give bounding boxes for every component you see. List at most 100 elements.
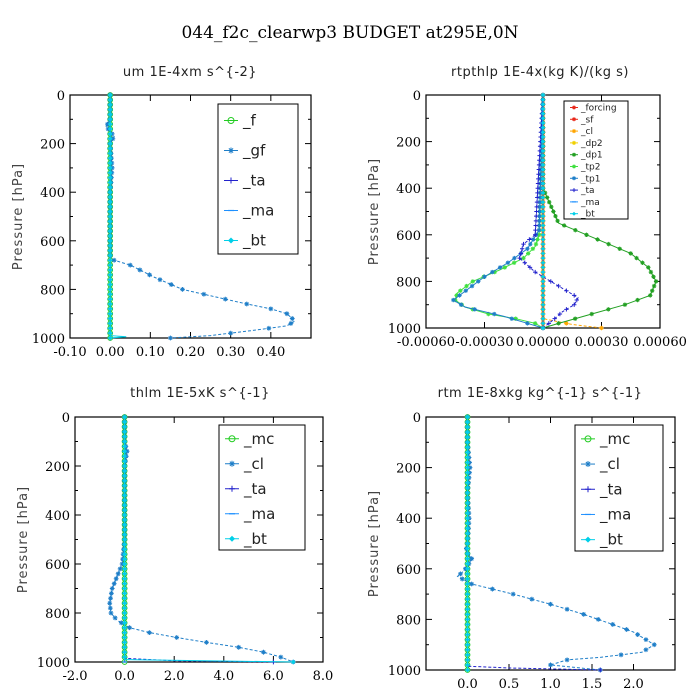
marker-p1-s6-22 bbox=[537, 195, 543, 200]
marker-p0-s1-36 bbox=[137, 267, 143, 273]
marker-p0-s4-42 bbox=[107, 296, 113, 302]
marker-p1-s6-38 bbox=[490, 269, 495, 275]
marker-p1-s9-21 bbox=[540, 190, 546, 196]
marker-p2-s1-33 bbox=[113, 576, 119, 582]
legend-label: _ma bbox=[580, 198, 600, 208]
panel-title: rtpthlp 1E-4x(kg K)/(kg s) bbox=[451, 65, 629, 80]
marker-p1-s9-26 bbox=[540, 213, 546, 219]
marker-p1-s7-42 bbox=[564, 288, 569, 293]
marker-p3-s4-40 bbox=[465, 617, 470, 622]
marker-p2-s4-34 bbox=[122, 581, 127, 586]
marker-p1-s9-47 bbox=[540, 311, 546, 317]
marker-p1-s9-18 bbox=[540, 176, 546, 182]
marker-p1-s6-28 bbox=[537, 223, 542, 228]
marker-p2-s4-43 bbox=[122, 625, 127, 631]
marker-p1-s5-47 bbox=[486, 311, 491, 317]
marker-p3-s4-19 bbox=[465, 510, 470, 516]
marker-p0-s4-9 bbox=[107, 136, 113, 142]
marker-p1-s7-26 bbox=[534, 213, 539, 219]
marker-p2-s4-4 bbox=[122, 434, 127, 439]
marker-p3-s4-49 bbox=[465, 662, 470, 668]
y-tick-label: 0 bbox=[413, 89, 421, 104]
marker-p1-s5-31 bbox=[535, 237, 540, 242]
marker-p3-s1-46 bbox=[643, 647, 649, 653]
legend-entry: _gf bbox=[224, 142, 266, 161]
marker-p1-sleg5-0 bbox=[572, 164, 576, 169]
legend-label: _dp2 bbox=[580, 139, 603, 149]
marker-p3-s4-16 bbox=[465, 495, 470, 501]
x-tick-label: 2.0 bbox=[164, 669, 185, 684]
marker-p1-s4-24 bbox=[549, 204, 554, 210]
y-tick-label: 200 bbox=[40, 138, 65, 153]
x-tick-label: -2.0 bbox=[62, 669, 87, 684]
legend-label: _ta bbox=[242, 172, 266, 191]
marker-p1-s6-36 bbox=[505, 260, 511, 265]
marker-p1-s4-35 bbox=[634, 255, 639, 261]
marker-p0-s4-26 bbox=[107, 218, 113, 224]
marker-p2-s4-26 bbox=[122, 542, 127, 547]
marker-p3-s4-48 bbox=[465, 657, 470, 663]
marker-p1-s9-48 bbox=[540, 316, 546, 321]
marker-p1-s2-49 bbox=[564, 321, 569, 326]
marker-p1-s6-25 bbox=[537, 209, 542, 214]
marker-p1-s4-36 bbox=[640, 260, 645, 265]
marker-p3-s4-21 bbox=[465, 520, 470, 526]
marker-p2-s4-13 bbox=[122, 478, 127, 484]
marker-p1-s4-45 bbox=[622, 302, 628, 307]
marker-p3-s4-34 bbox=[465, 586, 470, 592]
marker-p0-s1-34 bbox=[111, 257, 117, 263]
marker-p2-s1-32 bbox=[115, 571, 121, 577]
panel-2: rtpthlp 1E-4x(kg K)/(kg s) Pressure [hPa]… bbox=[367, 65, 687, 350]
x-tick-label: 1.0 bbox=[540, 677, 561, 692]
marker-p0-s4-3 bbox=[107, 107, 113, 112]
x-tick-label: -0.10 bbox=[53, 345, 86, 360]
marker-p2-s4-5 bbox=[122, 439, 127, 444]
marker-p1-s6-43 bbox=[457, 293, 462, 298]
marker-p1-s7-18 bbox=[536, 176, 541, 182]
marker-p1-s9-16 bbox=[540, 167, 546, 172]
marker-p3-s1-35 bbox=[510, 591, 516, 597]
marker-p2-s4-49 bbox=[122, 654, 127, 660]
marker-p1-s6-44 bbox=[451, 297, 456, 303]
marker-p3-s4-25 bbox=[465, 541, 470, 546]
marker-p2-s4-17 bbox=[122, 497, 127, 503]
marker-p1-s9-13 bbox=[540, 153, 546, 158]
marker-p2-s4-8 bbox=[122, 453, 127, 459]
marker-p3-s4-0 bbox=[465, 414, 470, 420]
x-tick-label: 0.40 bbox=[256, 345, 285, 360]
marker-p0-s4-49 bbox=[107, 330, 113, 336]
marker-p3-s1-42 bbox=[624, 627, 629, 632]
marker-p2-s4-2 bbox=[122, 424, 127, 430]
marker-p3-s4-2 bbox=[465, 424, 470, 430]
marker-p1-s7-29 bbox=[533, 227, 538, 233]
marker-p0-s1-44 bbox=[268, 306, 274, 312]
marker-p2-s1-40 bbox=[108, 610, 114, 616]
marker-p1-s9-31 bbox=[540, 237, 546, 242]
marker-p3-s4-12 bbox=[465, 475, 470, 481]
marker-p1-s4-29 bbox=[573, 227, 578, 233]
marker-p1-s2-50 bbox=[599, 325, 604, 331]
marker-p2-s1-39 bbox=[107, 605, 113, 611]
marker-p1-s7-41 bbox=[556, 283, 561, 289]
marker-p2-s4-32 bbox=[122, 571, 127, 577]
x-tick-label: 0.10 bbox=[136, 345, 165, 360]
marker-p2-s4-40 bbox=[122, 610, 127, 616]
marker-p1-s7-28 bbox=[533, 223, 538, 228]
marker-p1-sleg2-0 bbox=[572, 129, 576, 134]
marker-p1-sleg9-0 bbox=[572, 211, 576, 216]
marker-p2-s4-37 bbox=[122, 595, 127, 601]
marker-p1-sleg1-0 bbox=[572, 117, 576, 122]
marker-p2-s1-7 bbox=[124, 448, 130, 454]
marker-p2-s4-14 bbox=[122, 483, 127, 488]
marker-p0-s1-49 bbox=[228, 330, 234, 336]
marker-p1-s9-5 bbox=[540, 116, 546, 121]
marker-p3-s4-29 bbox=[465, 561, 470, 567]
legend-entry: _ma bbox=[225, 505, 275, 524]
marker-p2-sleg1-0 bbox=[229, 460, 235, 467]
marker-p1-s6-39 bbox=[482, 274, 487, 279]
marker-p2-s4-18 bbox=[122, 502, 127, 508]
legend-entry: _bt bbox=[224, 232, 266, 251]
legend-box bbox=[218, 424, 306, 551]
y-tick-label: 400 bbox=[396, 512, 421, 527]
marker-p3-s4-3 bbox=[465, 429, 470, 435]
